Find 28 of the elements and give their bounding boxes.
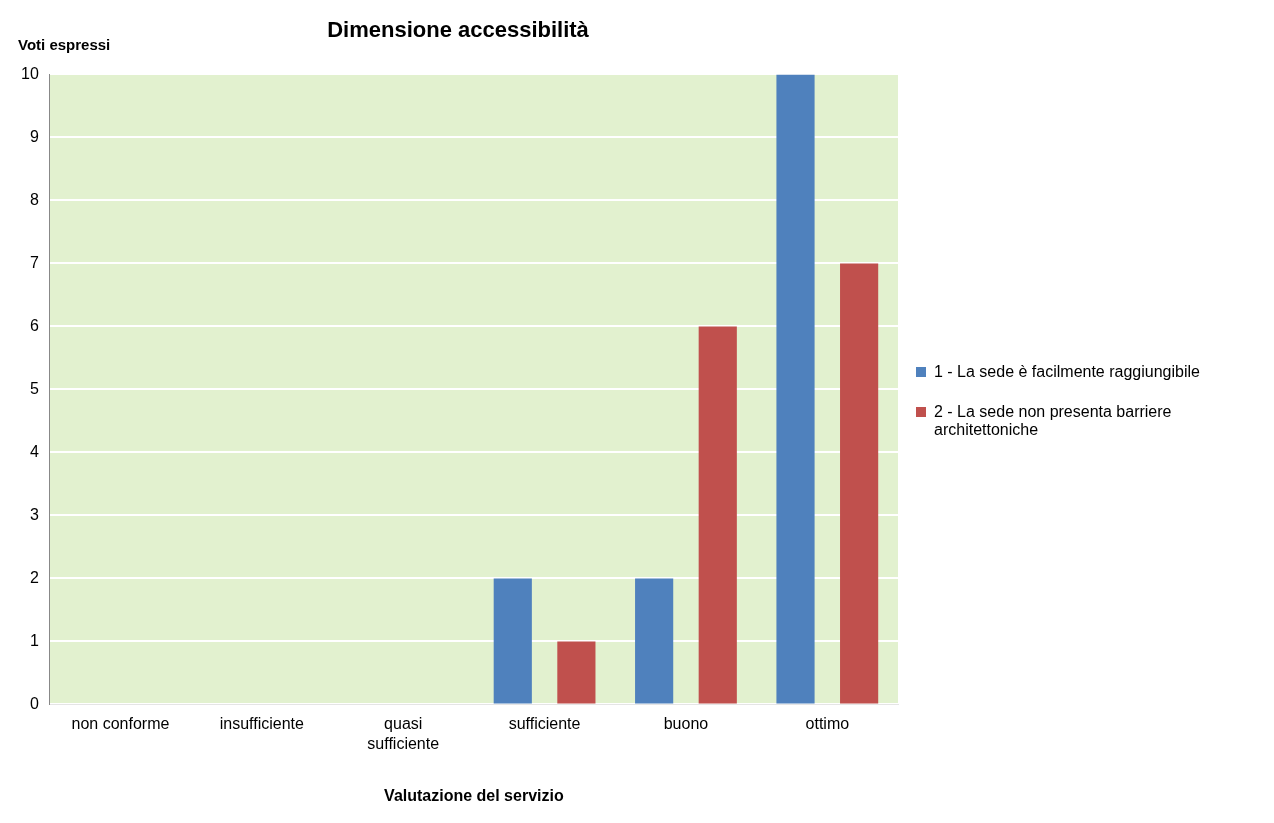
y-tick-label: 4 bbox=[29, 442, 39, 460]
y-axis-title: Voti espressi bbox=[18, 35, 111, 53]
bar bbox=[557, 641, 596, 704]
y-tick-label: 5 bbox=[29, 379, 39, 397]
x-tick-label: quasi sufficiente bbox=[367, 715, 440, 752]
x-tick-label: ottimo bbox=[805, 715, 850, 733]
x-tick-label: sufficiente bbox=[508, 715, 581, 733]
bar bbox=[698, 326, 737, 704]
x-axis-title: Valutazione del servizio bbox=[384, 786, 564, 804]
y-tick-label: 8 bbox=[29, 190, 39, 208]
bar bbox=[635, 578, 674, 704]
legend-label: 2 - La sede non presenta barriere architettoniche bbox=[934, 402, 1173, 439]
bar bbox=[776, 74, 815, 704]
legend-label: 1 - La sede è facilmente raggiungibile bbox=[934, 362, 1200, 381]
bar bbox=[493, 578, 532, 704]
x-tick-label: buono bbox=[663, 715, 709, 733]
x-tick-label: non conforme bbox=[71, 715, 170, 733]
y-tick-label: 10 bbox=[21, 64, 39, 82]
y-tick-label: 1 bbox=[29, 631, 39, 649]
chart-title: Dimensione accessibilità bbox=[327, 17, 590, 43]
y-tick-label: 9 bbox=[29, 127, 39, 145]
x-tick-label: insufficiente bbox=[219, 715, 305, 733]
y-tick-label: 3 bbox=[29, 505, 39, 523]
y-tick-label: 2 bbox=[29, 568, 39, 586]
y-tick-label: 7 bbox=[29, 253, 39, 271]
bar bbox=[840, 263, 879, 704]
y-tick-label: 6 bbox=[29, 316, 39, 334]
y-tick-label: 0 bbox=[29, 694, 39, 712]
